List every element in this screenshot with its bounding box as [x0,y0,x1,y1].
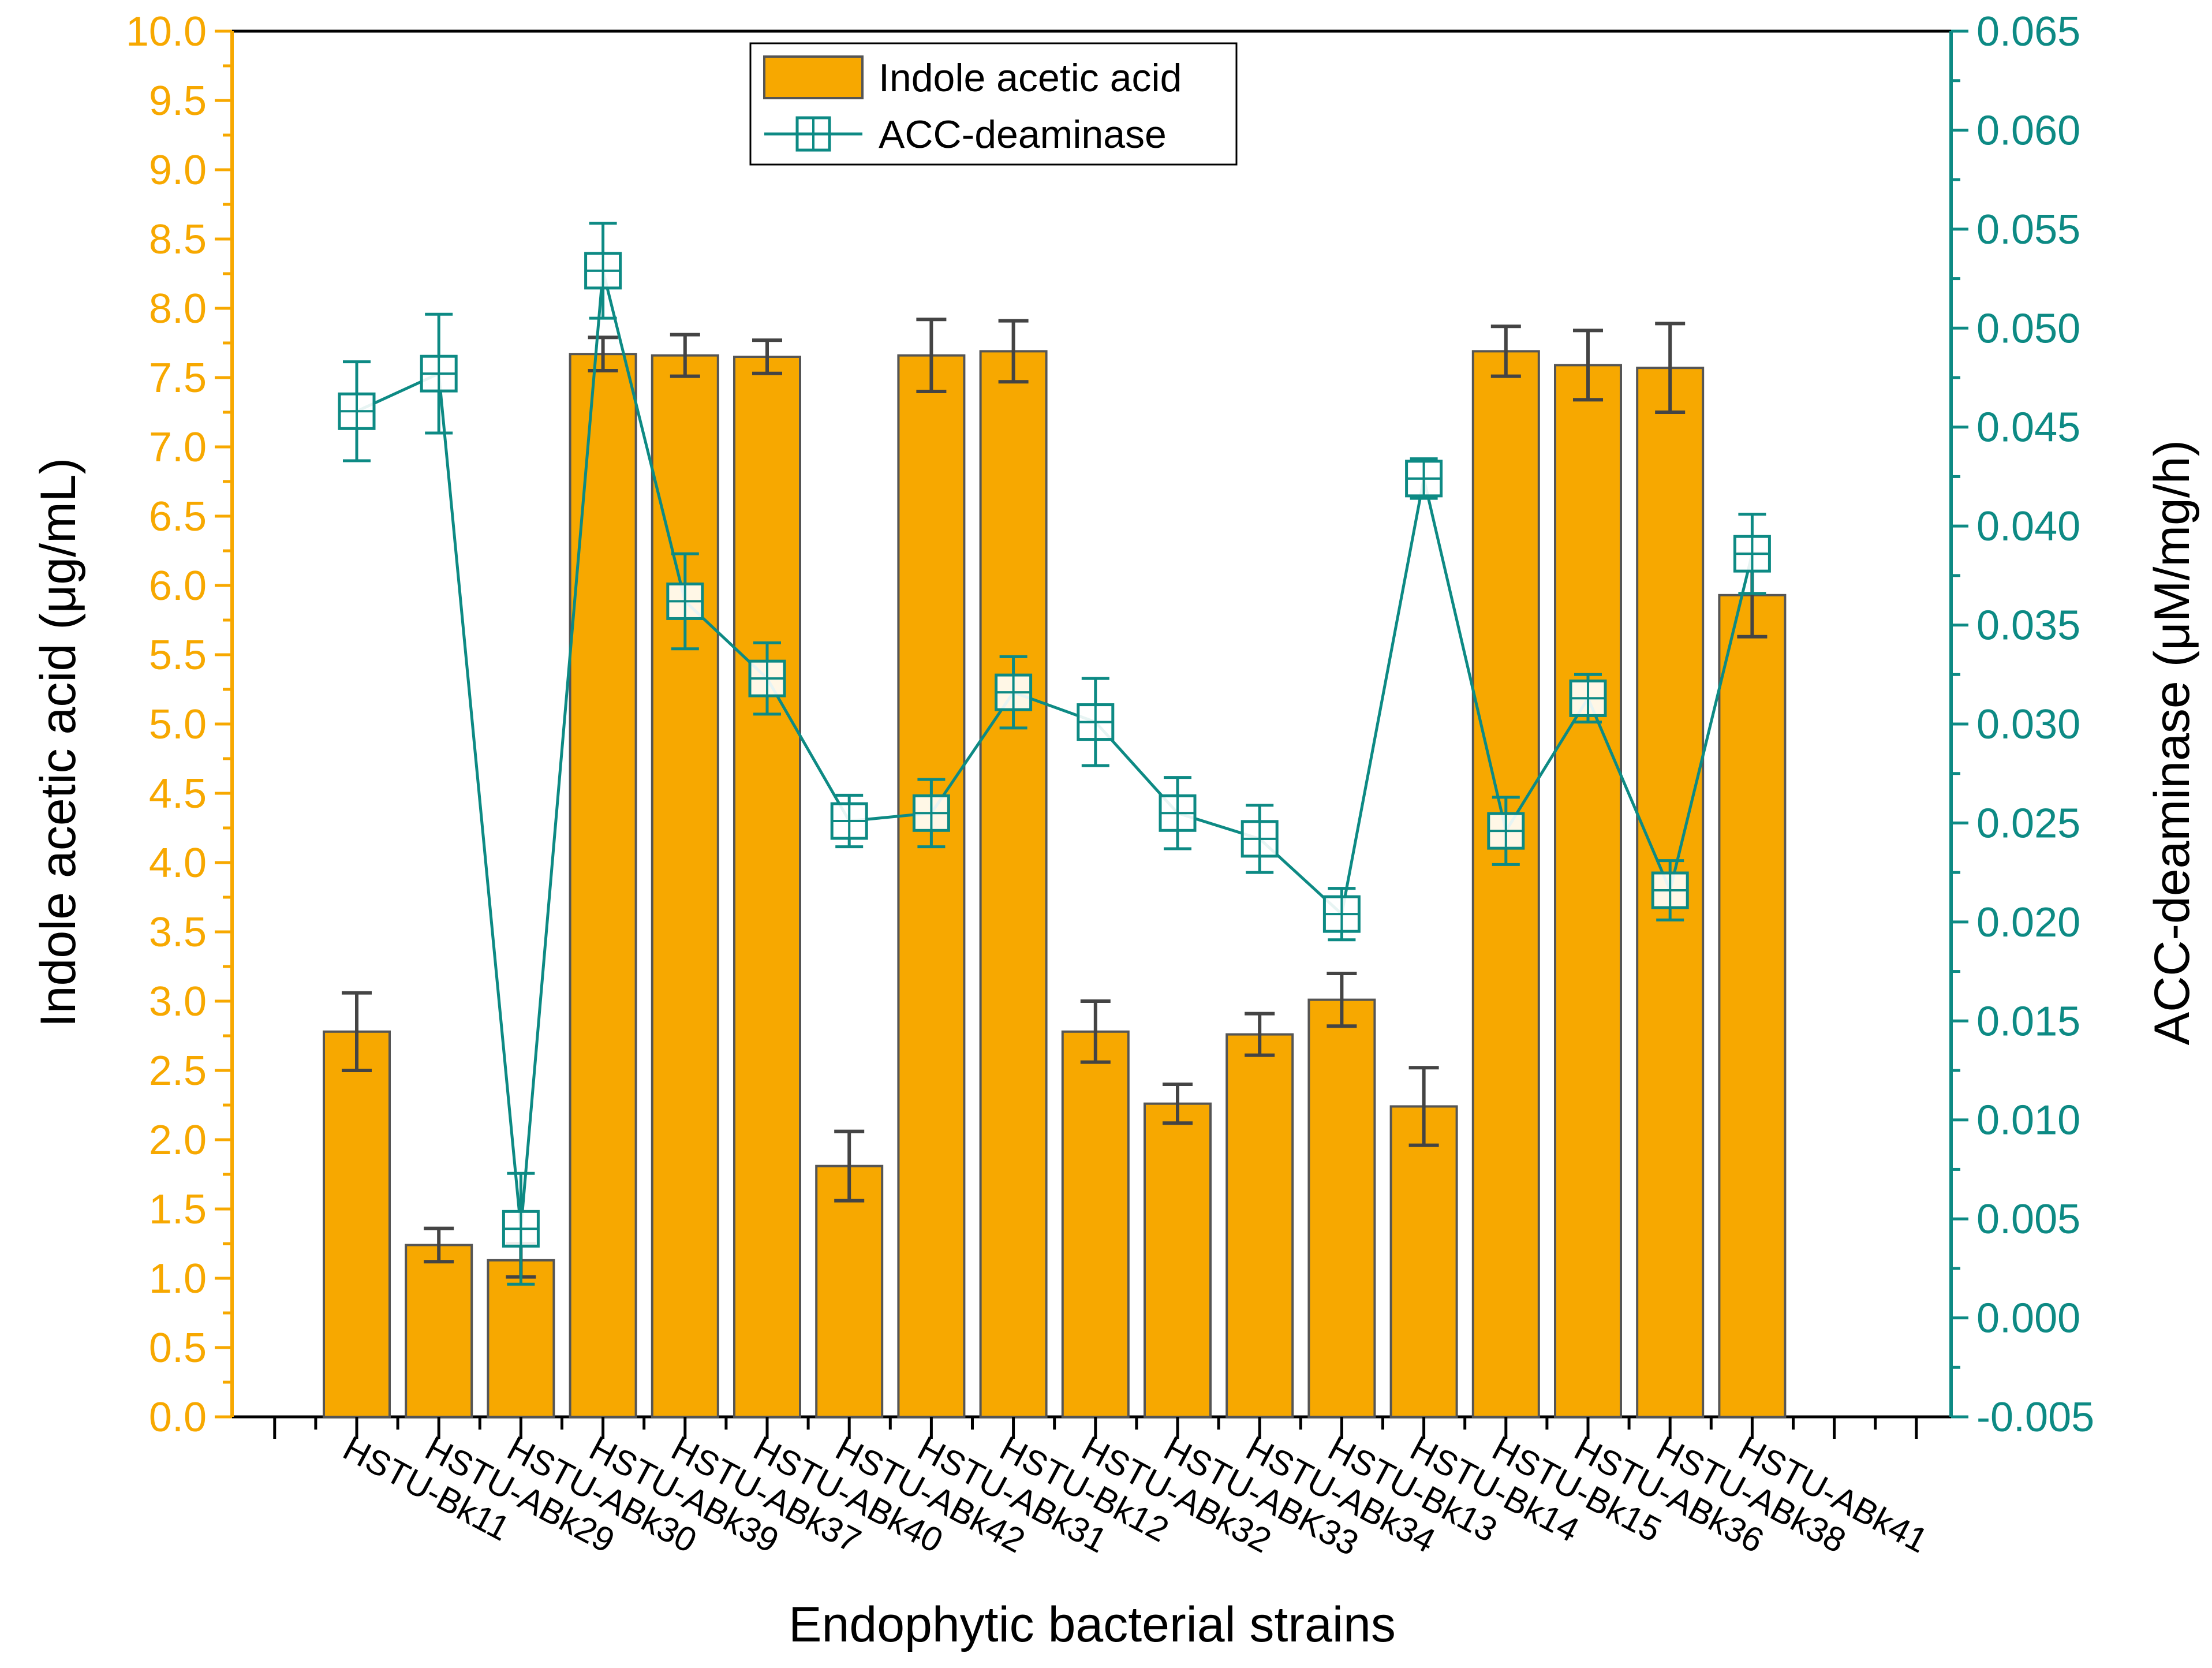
legend-label-acc: ACC-deaminase [879,113,1167,156]
right-tick-label: 0.005 [1976,1196,2080,1242]
right-tick-label: 0.035 [1976,603,2080,649]
left-y-axis: 0.0 0.5 1.0 1.5 2.0 2.5 3.0 3.5 4.0 4.5 5.0 5.5 6.0 6… [126,9,232,1441]
bars [323,318,1787,1419]
left-tick-label: 4.0 [149,840,207,886]
iaa-bar [1471,350,1540,1418]
right-tick-label: 0.025 [1976,800,2080,846]
right-tick-label: 0.020 [1976,900,2080,946]
left-tick-label: 8.0 [149,286,207,332]
right-tick-label: 0.055 [1976,207,2080,253]
left-tick-label: 9.0 [149,147,207,193]
iaa-bar [979,350,1048,1418]
left-tick-label: 8.5 [149,217,207,263]
x-axis: HSTU-Bk11HSTU-ABk29HSTU-ABk30HSTU-ABk39H… [273,1417,1934,1563]
left-tick-label: 7.5 [149,355,207,401]
acc-line [338,222,1771,1286]
right-tick-label: 0.000 [1976,1296,2080,1342]
legend-marker-acc [795,116,831,152]
left-tick-label: 6.0 [149,563,207,609]
iaa-bar [1061,1030,1130,1419]
legend-swatch-iaa [763,55,864,99]
iaa-bar [1554,364,1622,1418]
iaa-bar [651,354,719,1418]
right-tick-label: 0.040 [1976,503,2080,550]
left-tick-label: 1.5 [149,1186,207,1233]
left-tick-label: 5.5 [149,632,207,678]
iaa-bar [1144,1102,1212,1418]
right-tick-label: 0.060 [1976,107,2080,154]
iaa-bar [1718,594,1787,1418]
left-tick-label: 3.0 [149,979,207,1025]
left-tick-label: 7.0 [149,424,207,471]
right-y-axis: -0.005 0.000 0.005 0.010 0.015 0.020 0.025 0.03… [1951,9,2094,1441]
right-tick-label: 0.030 [1976,701,2080,748]
legend: Indole acetic acid ACC-deaminase [749,42,1238,166]
left-tick-label: 6.5 [149,494,207,540]
left-tick-label: 4.5 [149,771,207,817]
iaa-bar [323,1030,391,1419]
right-tick-label: 0.015 [1976,998,2080,1044]
iaa-bar [569,353,637,1419]
acc-series-line [356,270,1754,1229]
iaa-bar [1225,1033,1294,1418]
left-tick-label: 2.0 [149,1117,207,1163]
right-tick-label: 0.065 [1976,9,2080,55]
left-y-axis-title: Indole acetic acid (μg/mL) [31,458,86,1027]
iaa-bar [405,1244,473,1418]
left-tick-label: 10.0 [126,9,207,55]
iaa-bar [733,356,801,1418]
left-tick-label: 1.0 [149,1256,207,1302]
iaa-bar [1307,998,1376,1418]
left-tick-label: 9.5 [149,78,207,124]
iaa-bar [897,354,966,1418]
left-tick-label: 0.5 [149,1325,207,1371]
right-tick-label: -0.005 [1976,1394,2094,1441]
iaa-bar [815,1165,884,1418]
left-tick-label: 0.0 [149,1394,207,1441]
right-tick-label: 0.010 [1976,1098,2080,1144]
right-y-axis-title: ACC-deaminase (μM/mg/h) [2144,440,2200,1045]
left-tick-label: 2.5 [149,1048,207,1094]
left-tick-label: 3.5 [149,909,207,956]
x-axis-title: Endophytic bacterial strains [789,1597,1396,1652]
right-tick-label: 0.045 [1976,405,2080,451]
legend-label-iaa: Indole acetic acid [879,56,1182,100]
iaa-bar [1389,1105,1458,1418]
left-tick-label: 5.0 [149,701,207,748]
right-tick-label: 0.050 [1976,305,2080,352]
